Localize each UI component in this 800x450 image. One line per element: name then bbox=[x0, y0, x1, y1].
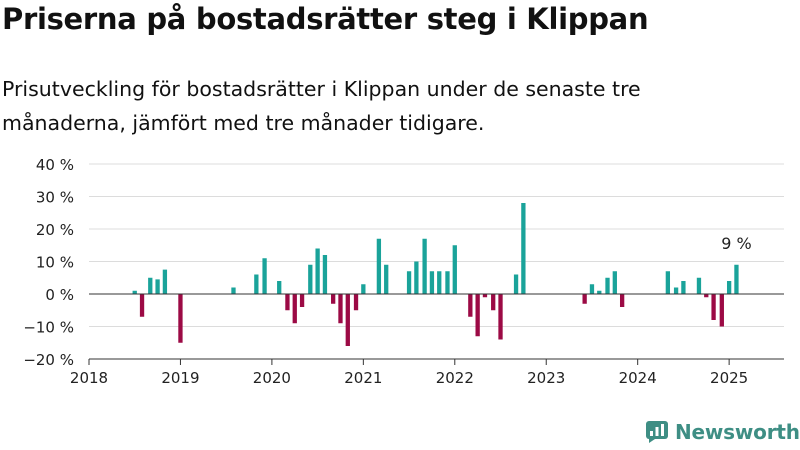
bar-positive bbox=[277, 281, 282, 294]
bar-positive bbox=[445, 271, 450, 294]
y-tick-label: 30 % bbox=[36, 189, 74, 207]
bar-negative bbox=[178, 294, 183, 343]
bar-negative bbox=[331, 294, 336, 304]
bar-positive bbox=[589, 284, 595, 294]
bar-positive bbox=[437, 271, 442, 294]
x-tick-label: 2019 bbox=[161, 369, 199, 387]
brand-name: Newsworthy bbox=[675, 420, 800, 444]
bar-negative bbox=[704, 294, 709, 298]
annotations: 9 % bbox=[721, 234, 751, 253]
bar-negative bbox=[619, 294, 625, 307]
bar-positive bbox=[262, 258, 267, 294]
bars bbox=[132, 203, 739, 346]
bar-positive bbox=[429, 271, 435, 294]
bar-positive bbox=[162, 269, 168, 294]
bar-positive bbox=[513, 274, 519, 294]
y-tick-label: 10 % bbox=[36, 254, 74, 272]
bar-negative bbox=[353, 294, 359, 311]
bar-negative bbox=[711, 294, 716, 320]
x-tick-label: 2024 bbox=[619, 369, 657, 387]
bar-positive bbox=[726, 281, 732, 294]
newsworthy-logo-icon bbox=[646, 421, 668, 443]
bar-positive bbox=[384, 264, 389, 294]
bar-positive bbox=[734, 264, 739, 294]
bar-positive bbox=[452, 245, 457, 294]
bar-positive bbox=[605, 277, 610, 294]
bar-positive bbox=[665, 271, 671, 294]
brand-logo: Newsworthy bbox=[646, 420, 800, 444]
bar-negative bbox=[582, 294, 587, 304]
bar-negative bbox=[292, 294, 297, 324]
x-tick-label: 2020 bbox=[253, 369, 291, 387]
y-tick-label: −20 % bbox=[23, 351, 74, 369]
x-tick-label: 2025 bbox=[710, 369, 748, 387]
bar-negative bbox=[468, 294, 473, 317]
y-tick-label: 40 % bbox=[36, 156, 74, 174]
bar-positive bbox=[681, 281, 686, 294]
grid-lines bbox=[89, 163, 784, 327]
bar-negative bbox=[482, 294, 488, 298]
x-tick-label: 2018 bbox=[70, 369, 108, 387]
bar-negative bbox=[285, 294, 290, 311]
x-tick-label: 2023 bbox=[527, 369, 565, 387]
bar-positive bbox=[597, 290, 602, 294]
bar-positive bbox=[322, 255, 328, 294]
bar-positive bbox=[361, 284, 366, 294]
bar-negative bbox=[338, 294, 343, 324]
bar-positive bbox=[696, 277, 702, 294]
bar-positive bbox=[231, 287, 236, 294]
bar-positive bbox=[612, 271, 617, 294]
bar-positive bbox=[155, 279, 160, 294]
bar-positive bbox=[422, 238, 427, 294]
bar-positive bbox=[673, 287, 679, 294]
chart-subtitle: Prisutveckling för bostadsrätter i Klipp… bbox=[2, 77, 641, 135]
bar-negative bbox=[345, 294, 350, 346]
bar-positive bbox=[406, 271, 412, 294]
x-tick-label: 2022 bbox=[436, 369, 474, 387]
bar-positive bbox=[521, 203, 526, 294]
axes: −20 % −10 % 0 % 10 % 20 % 30 % 40 % 2018 2019 202… bbox=[23, 156, 784, 387]
bar-positive bbox=[308, 264, 313, 294]
bar-positive bbox=[254, 274, 259, 294]
y-tick-label: 0 % bbox=[45, 286, 74, 304]
bar-negative bbox=[299, 294, 305, 307]
bar-positive bbox=[414, 261, 419, 294]
chart-title: Priserna på bostadsrätter steg i Klippan bbox=[2, 2, 649, 36]
bar-negative bbox=[491, 294, 496, 311]
bar-chart: −20 % −10 % 0 % 10 % 20 % 30 % 40 % 2018 2019 202… bbox=[23, 156, 784, 387]
y-tick-label: −10 % bbox=[23, 319, 74, 337]
bar-positive bbox=[148, 277, 153, 294]
bar-negative bbox=[498, 294, 503, 340]
bar-positive bbox=[315, 248, 320, 294]
bar-negative bbox=[139, 294, 145, 317]
y-tick-label: 20 % bbox=[36, 221, 74, 239]
bar-negative bbox=[719, 294, 724, 327]
bar-positive bbox=[376, 238, 382, 294]
last-value-label: 9 % bbox=[721, 234, 751, 253]
bar-positive bbox=[132, 290, 137, 294]
x-tick-label: 2021 bbox=[344, 369, 382, 387]
bar-negative bbox=[475, 294, 480, 337]
